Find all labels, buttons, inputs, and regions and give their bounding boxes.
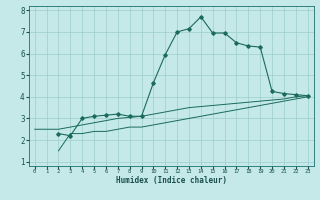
X-axis label: Humidex (Indice chaleur): Humidex (Indice chaleur) [116, 176, 227, 185]
